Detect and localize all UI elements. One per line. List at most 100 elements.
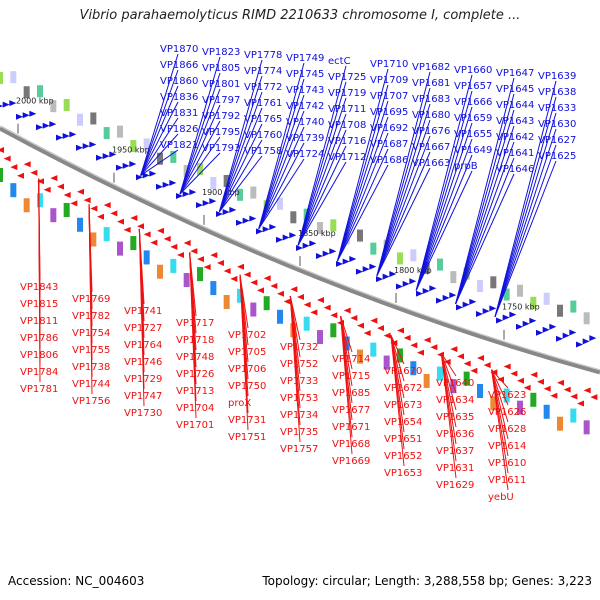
forward-label-leader xyxy=(218,139,263,213)
annotation-block xyxy=(77,217,83,232)
forward-gene-arrow xyxy=(336,260,343,267)
reverse-gene-arrow xyxy=(137,223,144,230)
reverse-gene-label: VP1701 xyxy=(176,420,214,431)
forward-gene-arrow xyxy=(176,193,183,199)
forward-gene-arrow xyxy=(209,198,217,205)
forward-gene-arrow xyxy=(82,143,90,150)
forward-label-leader xyxy=(455,109,515,305)
forward-gene-arrow xyxy=(402,280,410,287)
forward-label-leader xyxy=(376,119,431,277)
reverse-gene-label: VP1806 xyxy=(20,350,58,361)
reverse-gene-arrow xyxy=(243,271,251,278)
annotation-block xyxy=(250,302,257,317)
forward-gene-label: VP1633 xyxy=(538,103,576,114)
reverse-gene-arrow xyxy=(283,298,291,305)
annotation-block xyxy=(90,112,97,125)
reverse-label-leader xyxy=(340,316,353,353)
reverse-label-leader xyxy=(390,334,405,365)
reverse-gene-label: yebU xyxy=(488,492,514,503)
accession-text: Accession: NC_004603 xyxy=(8,574,145,588)
forward-gene-arrow xyxy=(342,258,350,265)
forward-gene-arrow xyxy=(469,298,477,305)
forward-gene-label: VP1826 xyxy=(160,124,198,135)
forward-label-leader xyxy=(494,96,557,317)
forward-label-leader xyxy=(415,106,473,291)
annotation-block xyxy=(0,168,3,182)
forward-label-leader xyxy=(297,81,347,246)
annotation-block xyxy=(223,294,230,309)
annotation-block xyxy=(503,388,510,403)
annotation-block xyxy=(477,384,483,398)
annotation-block xyxy=(317,222,323,235)
annotation-block xyxy=(103,127,110,140)
reverse-gene-label: VP1610 xyxy=(488,458,526,469)
forward-gene-arrow xyxy=(9,100,17,107)
forward-label-leader xyxy=(258,94,305,230)
reverse-gene-arrow xyxy=(130,215,138,222)
forward-label-leader xyxy=(337,148,389,262)
forward-gene-arrow xyxy=(409,278,417,285)
reverse-gene-label: VP1628 xyxy=(488,424,526,435)
reverse-gene-arrow xyxy=(430,344,438,351)
reverse-gene-arrow xyxy=(450,346,458,353)
annotation-block xyxy=(557,416,563,431)
annotation-block xyxy=(357,349,363,364)
annotation-block xyxy=(0,72,3,84)
reverse-label-leader xyxy=(138,228,145,407)
reverse-gene-arrow xyxy=(517,377,524,384)
reverse-gene-label: VP1673 xyxy=(384,400,422,411)
annotation-block xyxy=(570,300,577,313)
forward-gene-arrow xyxy=(169,179,177,186)
reverse-label-leader xyxy=(440,352,457,394)
annotation-block xyxy=(50,100,57,113)
reverse-gene-arrow xyxy=(397,327,404,334)
forward-gene-arrow xyxy=(0,104,3,108)
annotation-block xyxy=(463,371,470,386)
forward-gene-label: VP1831 xyxy=(160,108,198,119)
forward-gene-arrow xyxy=(216,211,223,218)
annotation-block xyxy=(543,404,550,419)
forward-gene-label: VP1643 xyxy=(496,116,534,127)
forward-label-leader xyxy=(218,123,263,212)
reverse-gene-arrow xyxy=(70,200,78,207)
reverse-label-leader xyxy=(440,352,457,411)
annotation-block xyxy=(183,273,190,288)
annotation-block xyxy=(397,252,403,265)
forward-gene-arrow xyxy=(556,335,563,342)
reverse-labels: VP1843VP1815VP1811VP1786VP1806VP1784VP17… xyxy=(20,178,526,503)
reverse-gene-arrow xyxy=(377,325,384,332)
map-title: Vibrio parahaemolyticus RIMD 2210633 chr… xyxy=(79,8,521,23)
forward-gene-arrow xyxy=(522,320,530,327)
forward-gene-label: VP1646 xyxy=(496,164,534,175)
reverse-gene-arrow xyxy=(143,231,151,238)
forward-gene-arrow xyxy=(422,287,430,294)
forward-label-leader xyxy=(337,100,389,262)
reverse-label-leader xyxy=(340,316,353,455)
forward-gene-arrow xyxy=(196,202,203,209)
reverse-gene-label: VP1756 xyxy=(72,396,110,407)
forward-gene-arrow xyxy=(122,162,130,169)
reverse-gene-arrow xyxy=(523,384,531,391)
annotation-block xyxy=(517,284,523,297)
annotation-block xyxy=(517,400,523,415)
forward-gene-arrow xyxy=(136,174,143,181)
forward-gene-arrow xyxy=(202,200,210,207)
forward-gene-label: VP1655 xyxy=(454,129,492,140)
forward-label-leader xyxy=(258,78,305,229)
forward-gene-arrow xyxy=(369,263,377,270)
kbp-ticks: 2000 kbp 1950 kbp 1900 kbp 1850 kbp 1800 kbp… xyxy=(16,97,540,340)
annotation-block xyxy=(423,373,430,388)
forward-gene-label: VP1692 xyxy=(370,123,408,134)
forward-gene-arrow xyxy=(442,294,450,301)
forward-label-leader xyxy=(455,157,515,305)
annotation-block xyxy=(77,113,83,126)
reverse-gene-label: proX xyxy=(228,398,251,409)
forward-gene-arrow xyxy=(236,219,243,226)
forward-gene-arrow xyxy=(569,329,577,336)
forward-gene-label: VP1683 xyxy=(412,94,450,105)
forward-gene-label: VP1772 xyxy=(244,82,282,93)
forward-gene-arrow xyxy=(502,314,510,321)
forward-gene-label: VP1821 xyxy=(160,140,198,151)
reverse-gene-arrow xyxy=(363,330,371,337)
